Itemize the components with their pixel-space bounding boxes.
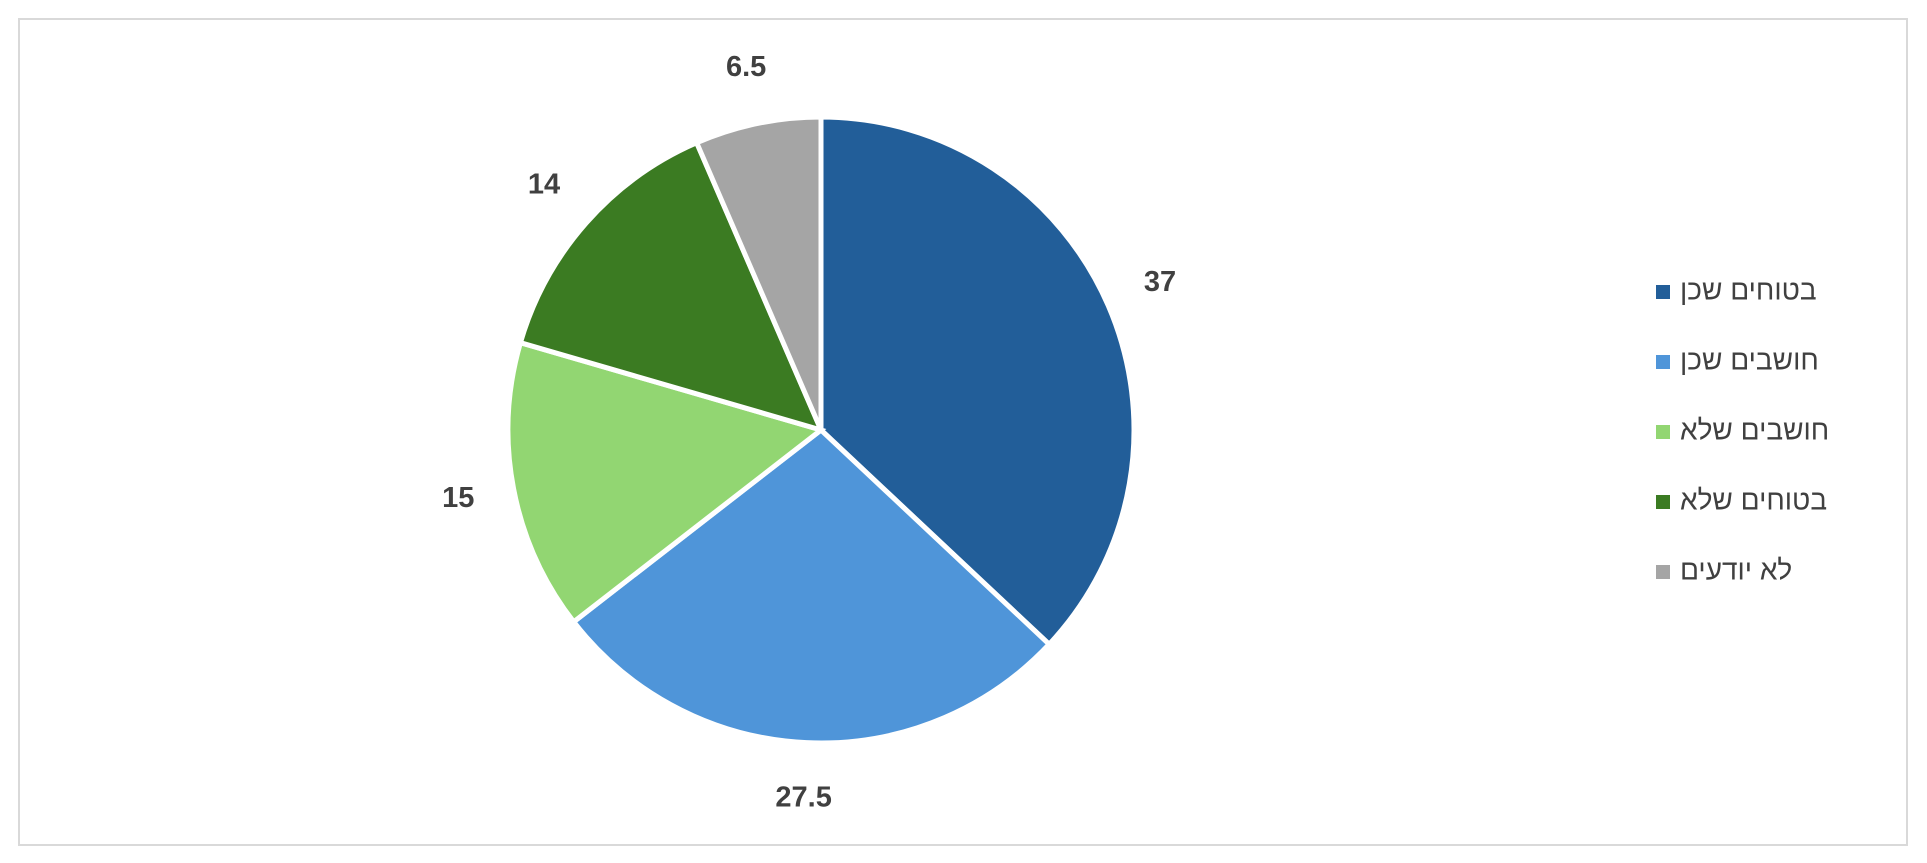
data-label: 37 (1144, 266, 1176, 298)
legend-label: לא יודעים (1680, 554, 1792, 585)
legend-swatch (1656, 285, 1670, 299)
legend-swatch (1656, 565, 1670, 579)
legend-label: חושבים שכן (1680, 344, 1819, 375)
legend-swatch (1656, 355, 1670, 369)
pie-slice (693, 114, 824, 431)
pie-slice (505, 339, 827, 626)
pie-slice (818, 114, 1137, 648)
pie-slice (570, 426, 1053, 746)
pie-slice (517, 139, 826, 434)
legend-label: בטוחים שלא (1680, 484, 1827, 515)
legend-label: בטוחים שכן (1680, 274, 1817, 305)
legend-label: חושבים שלא (1680, 414, 1829, 445)
legend-swatch (1656, 495, 1670, 509)
data-label: 15 (442, 482, 474, 514)
data-label: 6.5 (726, 51, 766, 83)
data-label: 27.5 (775, 782, 831, 814)
data-label: 14 (528, 168, 560, 200)
legend-swatch (1656, 425, 1670, 439)
